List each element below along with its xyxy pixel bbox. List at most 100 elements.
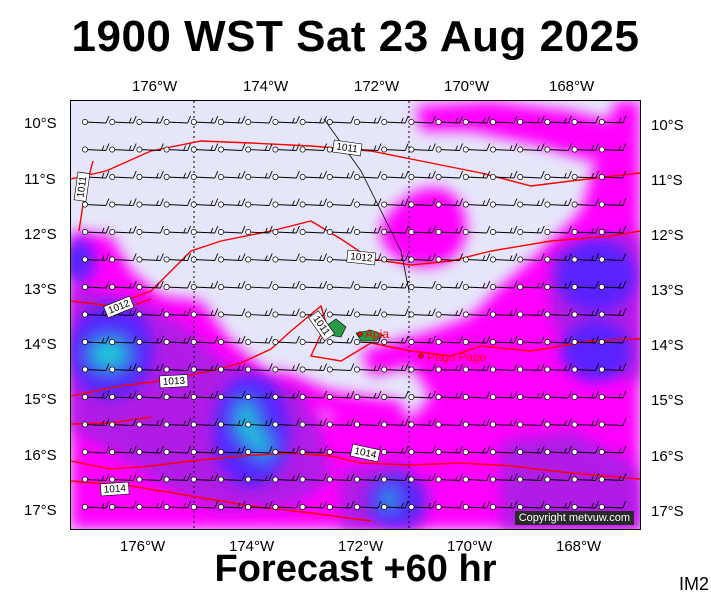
wind-barb [245, 308, 273, 318]
wind-barb [109, 143, 137, 153]
wind-barb [299, 418, 328, 428]
wind-barb [82, 198, 110, 208]
isobar-label-1014-center: 1014 [350, 443, 381, 463]
wind-barb [326, 418, 355, 428]
wind-barb [462, 390, 491, 400]
wind-barb [245, 143, 273, 153]
wind-barb [218, 115, 246, 125]
wind-barb [598, 308, 627, 318]
lat-label-right-16s: 16°S [651, 448, 684, 465]
wind-barb [163, 445, 192, 455]
wind-barb [218, 473, 246, 483]
wind-barb [299, 143, 328, 153]
wind-barb [571, 170, 600, 180]
wind-barb [272, 253, 300, 263]
wind-barb [190, 473, 219, 483]
wind-barb [435, 390, 464, 400]
wind-barb [598, 198, 627, 208]
wind-barb [218, 500, 246, 510]
isobar-1013 [71, 304, 640, 397]
wind-barb [544, 390, 572, 400]
wind-barb [517, 363, 545, 373]
wind-barb [218, 253, 246, 263]
wind-barb [218, 198, 246, 208]
lat-label-right-13s: 13°S [651, 282, 684, 299]
wind-barb [517, 390, 545, 400]
wind-barb [490, 198, 518, 208]
wind-barb [218, 363, 246, 373]
forecast-hour-label: Forecast +60 hr [214, 548, 497, 590]
wind-barb [544, 143, 572, 153]
lon-label-top-176w: 176°W [132, 78, 178, 95]
wind-barb [245, 390, 273, 400]
wind-barb [326, 280, 355, 290]
wind-barb [408, 280, 436, 290]
wind-barb [435, 253, 464, 263]
wind-barb [435, 225, 464, 235]
wind-barb [82, 253, 110, 263]
wind-barb [544, 198, 572, 208]
isobar-label-text: 1013 [163, 376, 186, 388]
wind-barb [462, 115, 491, 125]
wind-barb [190, 115, 219, 125]
wind-barb [517, 473, 545, 483]
wind-barb [163, 225, 192, 235]
wind-barb [272, 280, 300, 290]
wind-barb [163, 170, 192, 180]
lat-label-left-15s: 15°S [24, 391, 57, 408]
wind-barb [109, 445, 137, 455]
wind-barb [109, 418, 137, 428]
wind-barb [381, 198, 409, 208]
wind-barb [490, 308, 518, 318]
wind-barb [462, 225, 491, 235]
wind-barb [517, 253, 545, 263]
wind-barb [517, 445, 545, 455]
wind-barb [326, 170, 355, 180]
wind-barb [381, 170, 409, 180]
wind-barb [571, 473, 600, 483]
wind-barb [544, 500, 572, 510]
copyright-badge: Copyright metvuw.com [514, 511, 634, 525]
rain-heavy-east2-cell [561, 321, 631, 381]
pago-pago-marker [418, 353, 424, 359]
wind-barb [544, 170, 572, 180]
wind-barb [598, 115, 627, 125]
wind-barb [571, 115, 600, 125]
wind-barb [163, 473, 192, 483]
lat-label-left-11s: 11°S [24, 171, 56, 188]
wind-barb [490, 143, 518, 153]
wind-barb [82, 115, 110, 125]
wind-barb [326, 473, 355, 483]
wind-barb [245, 170, 273, 180]
wind-barb [190, 253, 219, 263]
wind-barb [82, 363, 110, 373]
wind-barb [408, 143, 436, 153]
wind-barb [272, 500, 300, 510]
wind-barb [462, 335, 491, 345]
wind-barb [136, 280, 164, 290]
wind-barb [435, 473, 464, 483]
wind-barb [136, 473, 164, 483]
wind-barb [490, 253, 518, 263]
wind-barb [163, 335, 192, 345]
wind-barb [272, 225, 300, 235]
wind-barb [218, 308, 246, 318]
wind-barb [272, 308, 300, 318]
wind-barb [544, 335, 572, 345]
wind-barb [598, 445, 627, 455]
wind-barb [571, 280, 600, 290]
wind-barb [354, 308, 382, 318]
isobar-labels: 1011 1011 1012 1012 1011 1013 [73, 139, 381, 497]
wind-barb [598, 335, 627, 345]
wind-barb [435, 500, 464, 510]
wind-barb [299, 390, 328, 400]
wind-barb [490, 500, 518, 510]
wind-barb [109, 253, 137, 263]
wind-barb [136, 500, 164, 510]
isobars [71, 140, 640, 522]
wind-barb [82, 390, 110, 400]
lat-label-left-13s: 13°S [24, 281, 57, 298]
isobar-1012 [71, 220, 640, 307]
wind-barb [598, 253, 627, 263]
wind-barb [163, 253, 192, 263]
